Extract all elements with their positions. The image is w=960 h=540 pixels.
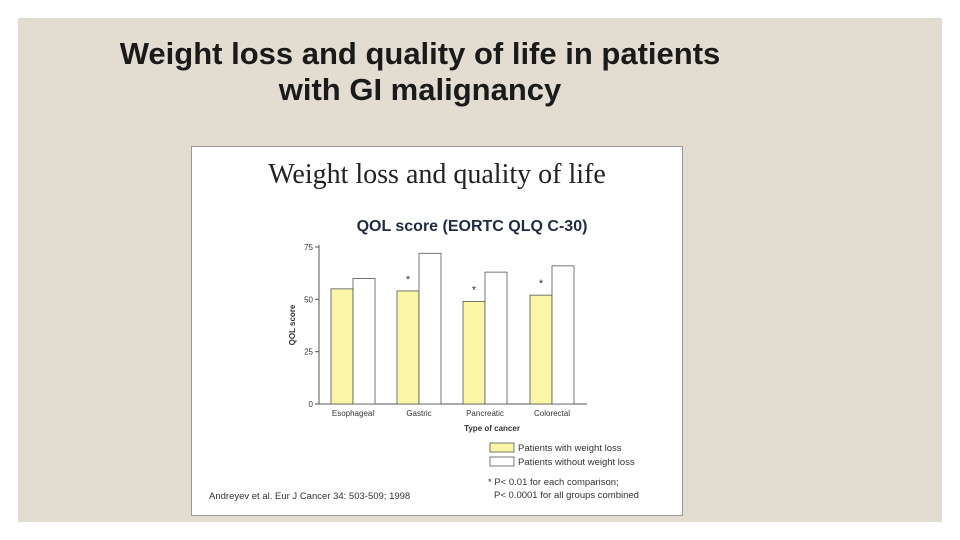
bar-chart: QOL score (EORTC QLQ C-30) 0 25 50 75 Esoph… <box>209 218 639 502</box>
x-tick-label: Esophageal <box>332 409 374 418</box>
x-tick-label: Gastric <box>406 409 431 418</box>
bar-no-weight-loss <box>484 271 508 405</box>
footnote-1: * P< 0.01 for each comparison; <box>488 477 619 488</box>
bar-weight-loss <box>462 301 486 405</box>
significance-marker: * <box>539 278 544 290</box>
bar-no-weight-loss <box>551 265 575 405</box>
bar-weight-loss <box>330 288 354 405</box>
y-tick-label: 75 <box>304 243 313 252</box>
bar-no-weight-loss <box>352 277 376 405</box>
slide-title: Weight loss and quality of life in patie… <box>40 36 800 108</box>
chart-legend: Patients with weight loss Patients withou… <box>489 442 635 468</box>
legend-swatch <box>489 442 515 453</box>
legend-swatch <box>489 456 515 467</box>
figure-image: Weight loss and quality of life QOL scor… <box>191 146 683 516</box>
chart-title: QOL score (EORTC QLQ C-30) <box>357 218 588 235</box>
figure-heading: Weight loss and quality of life <box>268 159 606 190</box>
significance-marker: * <box>406 274 411 286</box>
y-tick-label: 25 <box>304 348 313 357</box>
significance-marker: * <box>472 284 477 296</box>
y-tick-label: 0 <box>309 400 314 409</box>
x-axis-label: Type of cancer <box>464 424 520 433</box>
x-tick-label: Colorectal <box>534 409 570 418</box>
footnote-2: P< 0.0001 for all groups combined <box>494 490 639 501</box>
legend-label: Patients without weight loss <box>518 457 635 468</box>
x-tick-label: Pancreatic <box>466 409 504 418</box>
y-tick-label: 50 <box>304 295 313 304</box>
citation: Andreyev et al. Eur J Cancer 34: 503-509… <box>209 491 410 502</box>
bar-weight-loss <box>529 294 553 405</box>
bar-no-weight-loss <box>418 252 442 405</box>
chart-bars: Esophageal Gastric * Pancreatic * Colorectal * <box>330 252 575 418</box>
bar-weight-loss <box>396 290 420 405</box>
legend-label: Patients with weight loss <box>518 443 622 454</box>
y-axis-label: QOL score <box>288 304 297 345</box>
slide-title-line-2: with GI malignancy <box>278 72 562 107</box>
slide-title-line-1: Weight loss and quality of life in patie… <box>119 36 721 71</box>
